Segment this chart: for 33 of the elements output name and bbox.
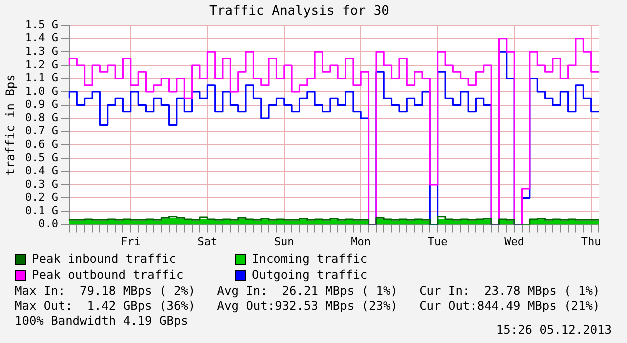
x-tick-label: Thu — [581, 235, 602, 248]
y-tick-label: 0.7 G — [25, 124, 59, 138]
legend-label: Peak outbound traffic — [32, 268, 184, 282]
y-tick-label: 0.5 G — [25, 151, 59, 164]
x-tick-label: Sun — [274, 235, 294, 248]
y-tick-label: 1.3 G — [25, 45, 59, 58]
y-tick-label: 0.9 G — [25, 98, 59, 112]
y-tick-label: 1.5 G — [25, 18, 59, 32]
x-tick-label: Tue — [428, 235, 448, 248]
x-tick-label: Wed — [504, 235, 525, 248]
y-tick-label: 0.0 — [38, 218, 59, 231]
x-tick-label: Fri — [120, 235, 141, 248]
text: 15:26 05.12.2013 — [496, 323, 612, 337]
y-tick-label: 0.1 G — [25, 204, 59, 218]
y-tick-label: 1.2 G — [25, 58, 59, 72]
y-tick-label: 0.6 G — [25, 138, 59, 151]
y-tick-label: 0.8 G — [25, 111, 59, 124]
y-tick-label: 1.1 G — [25, 72, 59, 85]
y-tick-label: 0.4 G — [25, 164, 59, 178]
text: Max In: 79.18 MBps ( 2%) Avg In: 26.21 MBps ( 1%) Cur In: 23.78 MBps ( 1%) — [15, 284, 602, 299]
legend-label: Peak inbound traffic — [32, 252, 176, 266]
text: Max Out: 1.42 GBps (36%) Avg Out:932.53 MBps (23%) Cur Out:844.49 MBps (21%) — [15, 299, 602, 314]
text: 100% Bandwidth 4.19 GBps — [15, 314, 188, 328]
legend-label: Outgoing traffic — [252, 268, 368, 282]
y-tick-label: 1.4 G — [25, 32, 59, 45]
y-tick-label: 0.2 G — [25, 191, 59, 204]
y-tick-label: 0.3 G — [25, 178, 59, 191]
legend-label: Incoming traffic — [252, 252, 368, 266]
y-tick-label: 1.0 G — [25, 84, 59, 98]
x-tick-label: Mon — [351, 235, 372, 248]
chart-title: Traffic Analysis for 30 — [209, 4, 390, 20]
x-tick-label: Sat — [198, 235, 218, 248]
y-axis-title: traffic in Bps — [3, 74, 18, 176]
